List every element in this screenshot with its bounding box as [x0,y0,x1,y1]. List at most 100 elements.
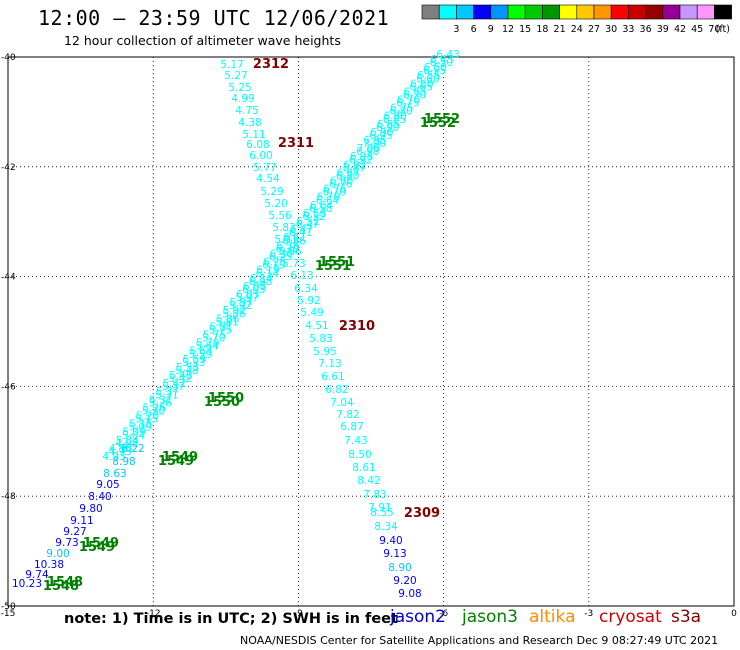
lat-tick-label: -46 [1,382,16,392]
wave-height-value: 5.31 [274,234,297,246]
wave-height-value: 5.86 [278,246,302,258]
wave-height-value: 9.00 [46,548,69,560]
wave-height-value: 6.65 [404,86,427,98]
wave-height-value: 5.26 [148,397,172,409]
wave-height-value: 8.98 [112,456,135,468]
wave-height-value: 5.92 [223,305,246,317]
wave-height-value: 4.98 [109,443,132,455]
wave-height-value: 6.08 [243,281,266,293]
wave-height-value: 7.00 [363,138,386,150]
wave-height-value: 5.83 [309,333,332,345]
lat-tick-label: -40 [1,53,16,63]
wave-height-value: 6.14 [250,273,274,285]
wave-height-value: 8.55 [370,507,393,519]
wave-height-value: 4.93 [108,446,131,458]
wave-height-value: 5.77 [253,162,276,174]
wave-height-value: 5.42 [163,378,186,390]
pass-time-label: 1552 [420,116,456,131]
legend-tick-label: 24 [571,24,583,35]
footer-credit: NOAA/NESDIS Center for Satellite Applica… [240,634,719,647]
wave-height-value: 6.41 [283,232,306,244]
lon-tick-label: -15 [1,609,16,619]
wave-height-value: 6.50 [424,62,447,74]
wave-height-value: 6.03 [236,289,259,301]
wave-height-value: 5.25 [228,82,251,94]
wave-height-value: 5.20 [264,198,287,210]
wave-height-value: 6.70 [323,187,346,199]
wave-height-value: 4.99 [231,93,254,105]
wave-height-value: 5.97 [229,297,252,309]
wave-height-value: 5.53 [176,362,199,374]
legend-swatch [714,4,732,20]
footer-note: note: 1) Time is in UTC; 2) SWH is in fe… [64,611,398,627]
wave-height-value: 6.60 [416,73,439,85]
color-legend: 3 6 9 12 15 18 21 24 27 30 33 36 39 42 45 70(ft) [421,4,732,35]
wave-height-value: 5.86 [222,308,246,320]
wave-height-value: 8.22 [121,443,144,455]
legend-tick-label: 36 [640,24,652,35]
lat-tick-label: -48 [1,492,16,502]
satellite-label-jason3: jason3 [462,607,518,627]
satellite-label-cryosat: cryosat [599,607,662,627]
wave-height-value: 5.04 [116,435,140,447]
wave-height-value: 6.70 [403,90,426,102]
wave-height-value: 10.23 [12,578,42,590]
wave-height-value: 6.76 [329,179,353,191]
wave-height-value: 8.42 [357,475,380,487]
pass-time-label: 1551 [319,255,355,270]
satellite-label-altika: altika [529,607,576,627]
wave-height-value: 6.36 [276,240,300,252]
wave-height-value: 6.47 [296,219,319,231]
wave-height-value: 6.85 [383,114,406,126]
wave-height-value: 7.82 [336,409,359,421]
wave-height-value: 6.14 [256,268,280,280]
legend-tick-label: 9 [488,24,494,35]
wave-height-value: 6.47 [290,224,313,236]
wave-height-value: 6.52 [302,211,325,223]
wave-height-value: 5.59 [189,349,212,361]
wave-height-value: 6.85 [377,119,400,131]
wave-height-value: 6.58 [303,208,326,220]
wave-height-value: 6.75 [390,103,413,115]
wave-height-value: 6.80 [389,106,412,118]
map-frame [7,56,735,607]
wave-height-value: 5.11 [242,129,265,141]
wave-height-value: 8.40 [88,491,111,503]
wave-height-value: 5.97 [235,292,258,304]
wave-height-value: 6.58 [309,203,332,215]
wave-height-value: 6.64 [310,200,334,212]
legend-tick-label: 39 [657,24,669,35]
wave-height-value: 9.11 [70,515,93,527]
wave-height-value: 5.59 [183,354,206,366]
wave-height-value: 7.13 [318,358,341,370]
wave-height-value: 4.38 [238,117,261,129]
wave-height-value: 6.30 [276,243,299,255]
legend-unit: (ft) [716,24,730,35]
legend-tick-label: 18 [536,24,548,35]
wave-height-value: 8.50 [348,449,371,461]
lat-tick-label: -44 [1,273,16,283]
wave-height-value: 6.43 [436,49,459,61]
wave-height-value: 5.37 [156,386,179,398]
wave-height-value: 6.19 [256,265,279,277]
wave-height-value: 5.81 [209,321,232,333]
wave-height-value: 5.20 [142,405,165,417]
wave-height-value: 5.83 [272,222,295,234]
wave-height-value: 5.53 [182,357,205,369]
wave-height-value: 8.61 [352,462,375,474]
wave-height-value: 6.64 [316,195,340,207]
pass-time-label: 2311 [278,136,314,151]
pass-time-label: 1549 [162,450,198,465]
wave-height-value: 5.95 [313,346,336,358]
wave-height-value: 4.51 [305,320,328,332]
lon-tick-label: -3 [584,609,593,619]
wave-height-value: 5.75 [203,329,226,341]
wave-height-value: 6.87 [340,421,363,433]
pass-time-label: 2310 [339,319,375,334]
wave-height-value: 9.08 [398,588,421,600]
legend-tick-label: 12 [502,24,514,35]
wave-height-value: 7.00 [357,143,380,155]
wave-height-value: 9.80 [79,503,102,515]
wave-height-value: 5.86 [216,313,240,325]
